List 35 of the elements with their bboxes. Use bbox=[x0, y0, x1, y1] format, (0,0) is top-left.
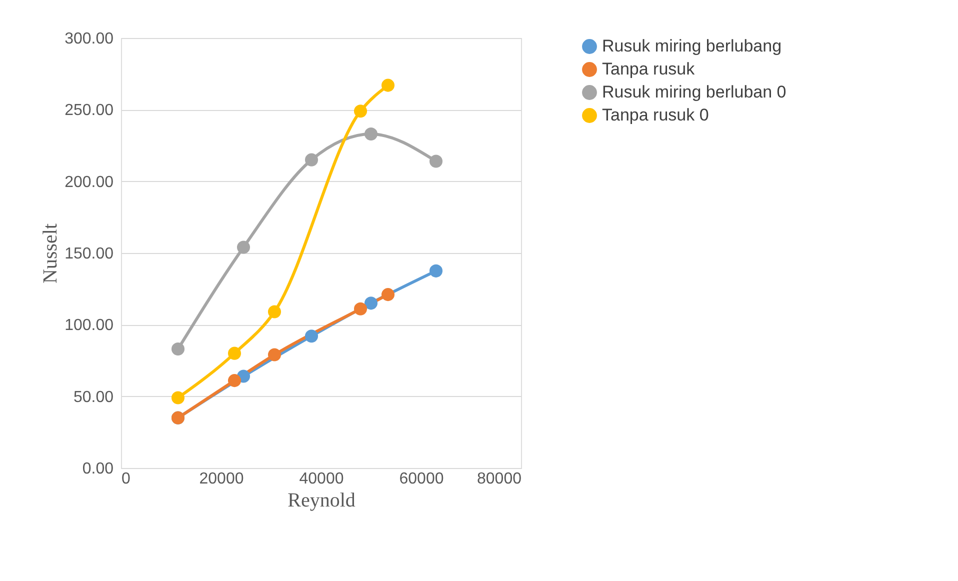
point bbox=[354, 104, 368, 118]
x-tick-label: 60000 bbox=[399, 470, 444, 488]
point bbox=[364, 296, 378, 310]
point bbox=[364, 128, 378, 141]
x-tick-label: 40000 bbox=[299, 470, 344, 488]
x-tick-label: 0 bbox=[122, 470, 130, 488]
point bbox=[381, 288, 395, 302]
point bbox=[304, 330, 318, 343]
y-tick-label: 0.00 bbox=[82, 460, 114, 478]
legend-label: Rusuk miring berluban 0 bbox=[602, 82, 786, 102]
point bbox=[381, 78, 395, 92]
y-tick-label: 150.00 bbox=[64, 246, 114, 262]
point bbox=[171, 391, 185, 404]
y-tick-label: 300.00 bbox=[64, 30, 114, 48]
y-axis-title: Nusselt bbox=[40, 223, 62, 284]
y-tick-label: 250.00 bbox=[64, 102, 114, 120]
point bbox=[429, 154, 443, 168]
point bbox=[304, 153, 318, 166]
point bbox=[268, 305, 282, 318]
legend-label: Tanpa rusuk bbox=[602, 60, 696, 78]
point bbox=[354, 302, 368, 316]
legend-label: Rusuk miring berlubang bbox=[602, 36, 782, 56]
point bbox=[268, 348, 282, 362]
x-axis-title: Reynold bbox=[288, 490, 356, 512]
x-tick-label: 20000 bbox=[199, 470, 244, 488]
legend-label: Tanpa rusuk 0 bbox=[602, 106, 709, 124]
point bbox=[236, 240, 250, 254]
point bbox=[228, 346, 242, 360]
x-tick-label: 80000 bbox=[477, 470, 522, 488]
y-tick-label: 200.00 bbox=[64, 174, 114, 191]
y-tick-label: 50.00 bbox=[73, 388, 114, 406]
point bbox=[171, 342, 185, 356]
point bbox=[429, 264, 443, 278]
point bbox=[228, 374, 242, 388]
y-tick-label: 100.00 bbox=[64, 317, 114, 334]
